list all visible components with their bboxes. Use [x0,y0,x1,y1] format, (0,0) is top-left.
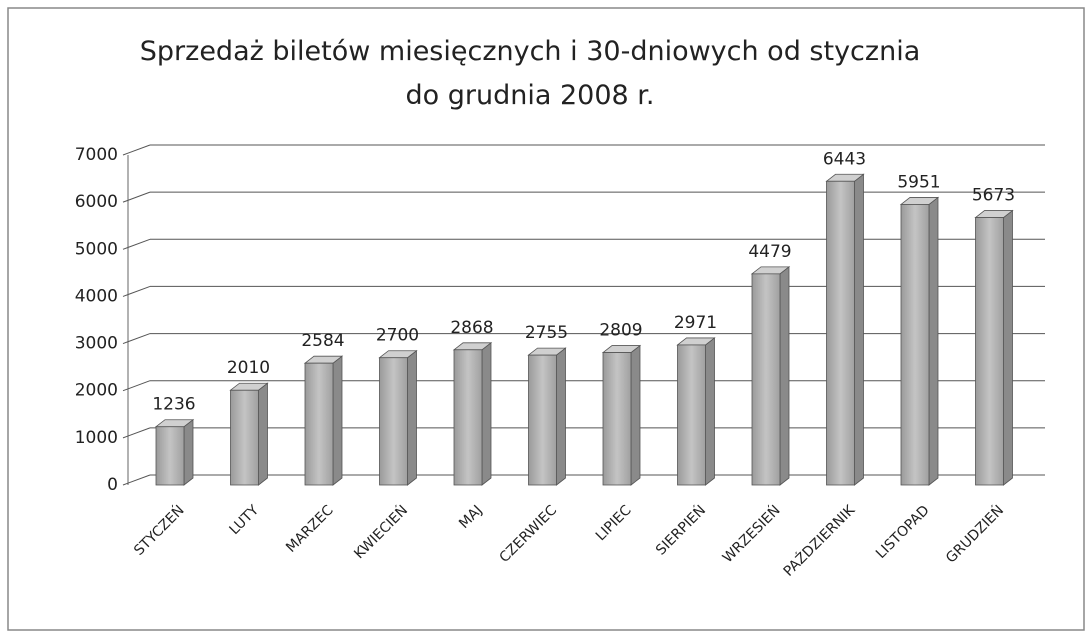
y-tick-label: 0 [107,475,118,495]
value-label: 1236 [152,395,195,415]
bar-side [705,337,715,486]
bar-front [975,217,1004,486]
x-tick-label: GRUDZIEŃ [942,501,1008,567]
value-label: 4479 [748,242,791,262]
bar-front [602,352,632,486]
bar-front [453,349,483,486]
y-tick-label: 5000 [75,239,118,259]
bar-front [379,357,408,486]
bar-front [826,180,855,486]
bar [601,344,642,486]
bar [229,382,269,486]
x-tick-label: MARZEC [283,502,337,556]
grid-line [122,144,151,156]
bar [154,418,195,486]
bar-side [556,347,566,486]
value-label: 5673 [972,186,1015,206]
x-tick-label: MAJ [456,502,486,532]
bar-side [928,196,939,486]
y-tick-label: 7000 [75,145,118,165]
bar-side [258,382,268,486]
y-tick-label: 1000 [75,428,118,448]
bar-front [304,362,334,486]
x-tick-label: KWIECIEŃ [350,501,411,562]
bar-side [779,266,790,486]
bar-front [230,389,259,486]
y-tick-label: 6000 [75,192,118,212]
grid-line [122,191,151,203]
bar [303,355,344,486]
bar-front [155,426,185,486]
bar [676,337,716,486]
value-label: 2755 [525,323,568,343]
value-label: 6443 [823,149,866,169]
bar [825,173,865,486]
grid-line [122,427,151,439]
chart-frame [7,7,1085,631]
bar-front [900,204,930,486]
bar [378,349,418,486]
y-tick-label: 2000 [75,381,118,401]
x-tick-label: PAŹDZIERNIK [779,500,858,579]
bar [974,209,1014,486]
bar-side [1003,209,1013,486]
grid-line [122,238,151,250]
bar-side [183,418,194,486]
bar-front [677,344,706,486]
bar-side [407,349,417,486]
x-tick-label: WRZESIEŃ [718,501,783,566]
grid-line [122,380,151,392]
bar-side [854,173,864,486]
bar-front [751,273,781,486]
grid-line [122,285,151,297]
x-tick-label: SIERPIEŃ [652,501,710,559]
x-tick-label: LISTOPAD [873,502,933,562]
x-tick-label: LIPIEC [593,502,635,544]
x-tick-label: STYCZEŃ [130,501,188,559]
bar [527,347,567,486]
value-label: 5951 [897,172,940,192]
grid-line [122,333,151,345]
bar [452,341,493,486]
y-tick-label: 3000 [75,334,118,354]
value-label: 2868 [450,318,493,338]
bar [899,196,940,486]
value-label: 2809 [599,321,642,341]
bar-side [481,341,492,486]
chart-title: Sprzedaż biletów miesięcznych i 30-dniow… [139,36,921,111]
bar [750,266,791,486]
value-label: 2010 [227,358,270,378]
bar-front [528,354,557,486]
bar-side [332,355,343,486]
grid-line [122,474,151,486]
value-label: 2584 [301,331,344,351]
value-label: 2971 [674,313,717,333]
x-tick-label: LUTY [226,502,262,538]
bar-side [630,344,641,486]
x-tick-label: CZERWIEC [497,502,561,566]
y-tick-label: 4000 [75,286,118,306]
value-label: 2700 [376,326,419,346]
